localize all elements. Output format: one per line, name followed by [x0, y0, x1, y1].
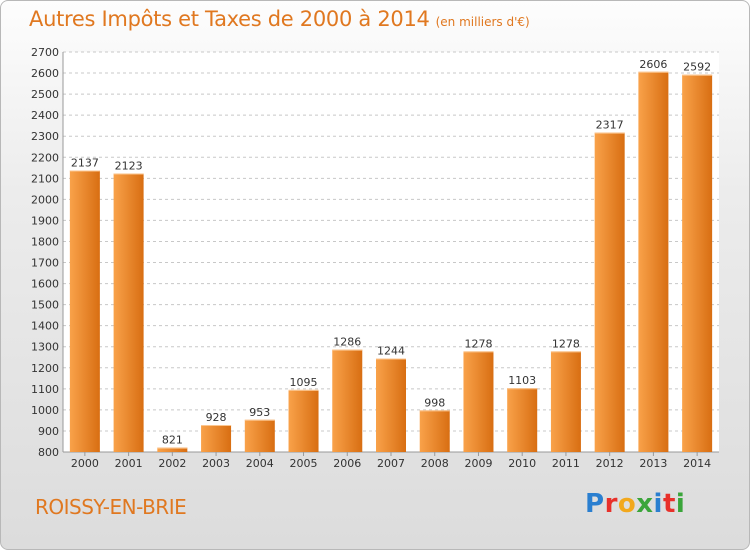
bar — [638, 71, 669, 452]
bar — [244, 419, 275, 452]
chart-title: Autres Impôts et Taxes de 2000 à 2014 (en… — [29, 7, 530, 31]
data-label: 1095 — [290, 376, 318, 389]
y-tick-label: 2700 — [31, 46, 59, 59]
x-tick-label: 2010 — [508, 457, 536, 470]
y-tick-label: 1900 — [31, 214, 59, 227]
y-tick-label: 2500 — [31, 88, 59, 101]
x-tick-label: 2004 — [246, 457, 274, 470]
logo-letter: i — [653, 489, 663, 519]
data-label: 998 — [424, 396, 445, 409]
y-tick-label: 1500 — [31, 299, 59, 312]
bar — [332, 349, 363, 452]
logo-letter: x — [636, 489, 654, 519]
logo-letter: r — [604, 489, 618, 519]
y-tick-label: 1700 — [31, 257, 59, 270]
y-tick-label: 1400 — [31, 320, 59, 333]
logo-letter: t — [662, 489, 676, 519]
data-label: 821 — [162, 434, 183, 447]
x-tick-label: 2007 — [377, 457, 405, 470]
x-tick-label: 2013 — [639, 457, 667, 470]
x-tick-label: 2006 — [333, 457, 361, 470]
x-tick-label: 2005 — [290, 457, 318, 470]
x-tick-label: 2012 — [596, 457, 624, 470]
y-tick-label: 2300 — [31, 130, 59, 143]
y-tick-label: 1000 — [31, 404, 59, 417]
data-label: 1278 — [552, 337, 580, 350]
y-tick-label: 1800 — [31, 235, 59, 248]
data-label: 928 — [206, 411, 227, 424]
bar — [463, 351, 494, 452]
logo-letter: o — [617, 489, 637, 519]
place-name: ROISSY-EN-BRIE — [35, 495, 187, 519]
proxiti-logo: Proxiti — [585, 489, 685, 519]
data-label: 1286 — [333, 336, 361, 349]
data-label: 2592 — [683, 61, 711, 74]
bar — [682, 74, 713, 452]
bar — [288, 389, 319, 452]
bar — [550, 351, 581, 452]
bar — [113, 173, 144, 452]
data-label: 2123 — [115, 159, 143, 172]
logo-letter: P — [585, 489, 605, 519]
data-label: 2606 — [639, 58, 667, 71]
chart-subtitle: (en milliers d'€) — [435, 15, 530, 29]
y-tick-label: 2100 — [31, 172, 59, 185]
logo-letter: i — [675, 489, 686, 519]
y-tick-label: 800 — [38, 446, 59, 459]
y-tick-label: 2600 — [31, 67, 59, 80]
data-label: 1103 — [508, 374, 536, 387]
x-tick-label: 2002 — [158, 457, 186, 470]
data-label: 1244 — [377, 345, 405, 358]
y-tick-label: 1200 — [31, 362, 59, 375]
y-tick-label: 1300 — [31, 341, 59, 354]
x-tick-label: 2003 — [202, 457, 230, 470]
y-tick-label: 1100 — [31, 383, 59, 396]
data-label: 953 — [249, 406, 270, 419]
data-label: 1278 — [464, 337, 492, 350]
data-label: 2317 — [596, 119, 624, 132]
x-tick-label: 2001 — [115, 457, 143, 470]
y-tick-label: 2200 — [31, 151, 59, 164]
bar — [69, 170, 100, 453]
x-tick-label: 2008 — [421, 457, 449, 470]
x-tick-label: 2014 — [683, 457, 711, 470]
y-tick-label: 2400 — [31, 109, 59, 122]
bar — [419, 410, 450, 452]
bar — [594, 132, 625, 452]
bar — [201, 425, 232, 452]
data-label: 2137 — [71, 157, 99, 170]
y-tick-label: 2000 — [31, 193, 59, 206]
bar — [507, 388, 538, 452]
bar — [157, 447, 188, 452]
x-tick-label: 2000 — [71, 457, 99, 470]
y-tick-label: 900 — [38, 425, 59, 438]
x-tick-label: 2011 — [552, 457, 580, 470]
y-tick-label: 1600 — [31, 278, 59, 291]
bar — [376, 358, 406, 452]
x-tick-label: 2009 — [464, 457, 492, 470]
